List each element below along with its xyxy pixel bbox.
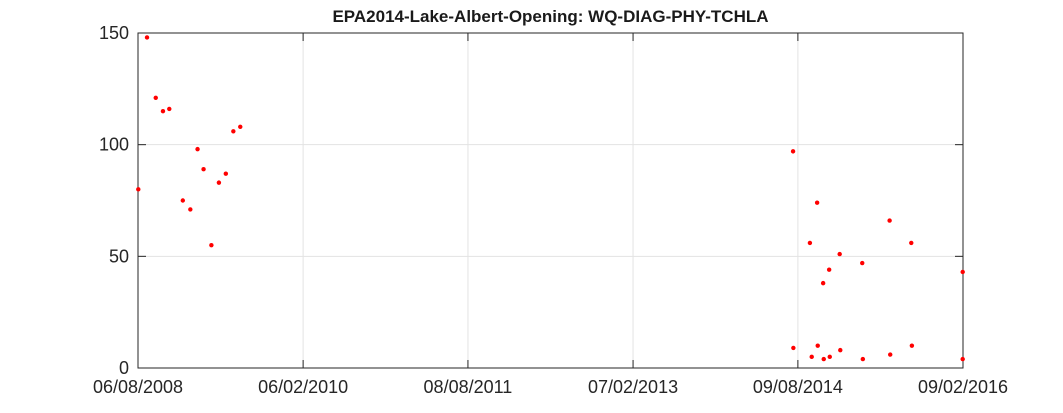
data-point xyxy=(160,108,166,114)
plot-area-frame xyxy=(137,32,964,369)
x-tick-label: 07/02/2013 xyxy=(588,377,678,397)
chart-title: EPA2014-Lake-Albert-Opening: WQ-DIAG-PHY… xyxy=(332,7,769,26)
data-point xyxy=(887,218,892,223)
data-point xyxy=(826,267,832,272)
axis-ticks xyxy=(137,32,964,369)
data-point xyxy=(815,343,820,348)
data-points xyxy=(136,35,965,362)
data-point xyxy=(837,251,842,257)
x-axis-tick-labels: 06/08/2008 06/02/2010 08/08/2011 07/02/2013… xyxy=(93,377,1008,397)
data-point xyxy=(860,356,866,362)
data-point xyxy=(888,352,893,357)
y-tick-label: 0 xyxy=(119,358,129,378)
x-tick-label: 09/08/2014 xyxy=(753,377,843,397)
data-point xyxy=(960,269,965,275)
data-point xyxy=(807,240,813,246)
data-point xyxy=(195,146,200,152)
data-point xyxy=(201,167,206,172)
data-point xyxy=(909,343,915,348)
x-tick-label: 09/02/2016 xyxy=(918,377,1008,397)
data-point xyxy=(153,95,158,100)
data-point xyxy=(188,207,193,212)
data-point xyxy=(167,106,172,112)
data-point xyxy=(827,354,832,360)
data-point xyxy=(814,200,820,205)
data-point xyxy=(909,240,914,246)
grid-lines xyxy=(137,32,964,369)
data-point xyxy=(820,280,826,286)
x-tick-label: 08/08/2011 xyxy=(424,377,513,397)
data-point xyxy=(791,345,796,351)
data-point xyxy=(216,180,222,185)
data-point xyxy=(821,356,826,362)
data-point xyxy=(960,356,965,362)
data-point xyxy=(223,171,229,176)
data-point xyxy=(144,35,150,40)
data-point xyxy=(838,347,843,353)
data-point xyxy=(136,187,141,192)
data-point xyxy=(231,129,236,134)
x-tick-label: 06/02/2010 xyxy=(258,377,348,397)
data-point xyxy=(860,260,865,266)
y-axis-tick-labels: 0 50 100 150 xyxy=(99,23,129,378)
data-point xyxy=(790,149,796,154)
y-tick-label: 100 xyxy=(99,135,129,155)
data-point xyxy=(209,242,214,248)
x-tick-label: 06/08/2008 xyxy=(93,377,183,397)
data-point xyxy=(809,354,814,360)
data-point xyxy=(238,124,243,129)
data-point xyxy=(180,198,186,203)
y-tick-label: 50 xyxy=(109,246,129,266)
y-tick-label: 150 xyxy=(99,23,129,43)
